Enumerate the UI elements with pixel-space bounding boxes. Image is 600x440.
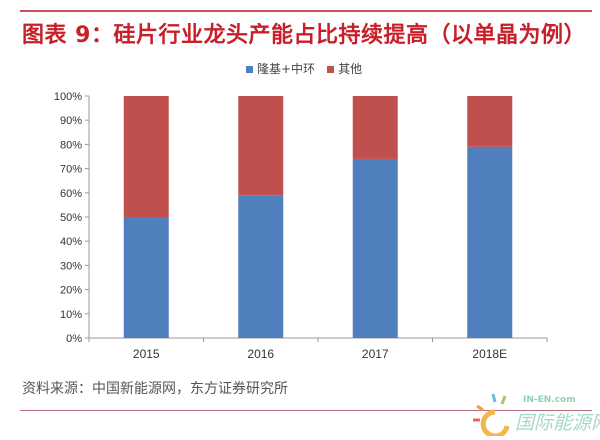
y-tick-label: 20% [60, 285, 82, 297]
y-tick-label: 0% [66, 333, 82, 345]
watermark-logo: IN-EN.com 国际能源网 [465, 390, 600, 439]
legend-swatch [246, 66, 253, 73]
bar-segment [467, 96, 513, 147]
y-tick-label: 60% [60, 188, 82, 200]
y-tick-label: 100% [54, 91, 82, 103]
legend-label: 其他 [338, 62, 363, 76]
x-tick-label: 2015 [133, 347, 160, 361]
x-tick-label: 2018E [472, 347, 507, 361]
bar-segment [123, 96, 169, 217]
sun-logo-icon [473, 393, 510, 439]
y-tick-label: 30% [60, 260, 82, 272]
x-tick-label: 2016 [247, 347, 274, 361]
y-tick-label: 10% [60, 309, 82, 321]
watermark-en: IN-EN.com [523, 395, 576, 405]
bar-segment [467, 146, 513, 338]
chart-title: 图表 9：硅片行业龙头产能占比持续提高（以单晶为例） [22, 23, 586, 48]
legend-swatch [327, 66, 335, 73]
y-tick-label: 80% [60, 139, 82, 151]
bar-segment [238, 96, 284, 196]
bar-segment [352, 96, 398, 159]
bar-segment [352, 158, 398, 338]
legend: 隆基+中环 其他 [246, 60, 362, 77]
bar-segment [123, 217, 169, 338]
y-tick-label: 70% [60, 164, 82, 176]
bar-segment [238, 195, 284, 338]
legend-item-longi: 隆基+中环 [246, 60, 315, 77]
source-note: 资料来源：中国新能源网，东方证券研究所 [22, 381, 288, 397]
x-tick-label: 2017 [362, 347, 389, 361]
legend-label: 隆基+中环 [257, 62, 316, 76]
legend-item-other: 其他 [327, 60, 362, 77]
top-divider [20, 10, 592, 12]
y-tick-label: 40% [60, 236, 82, 248]
watermark-cn: 国际能源网 [515, 412, 600, 434]
y-tick-label: 50% [60, 212, 82, 224]
y-tick-label: 90% [60, 115, 82, 127]
bottom-divider [20, 410, 592, 411]
